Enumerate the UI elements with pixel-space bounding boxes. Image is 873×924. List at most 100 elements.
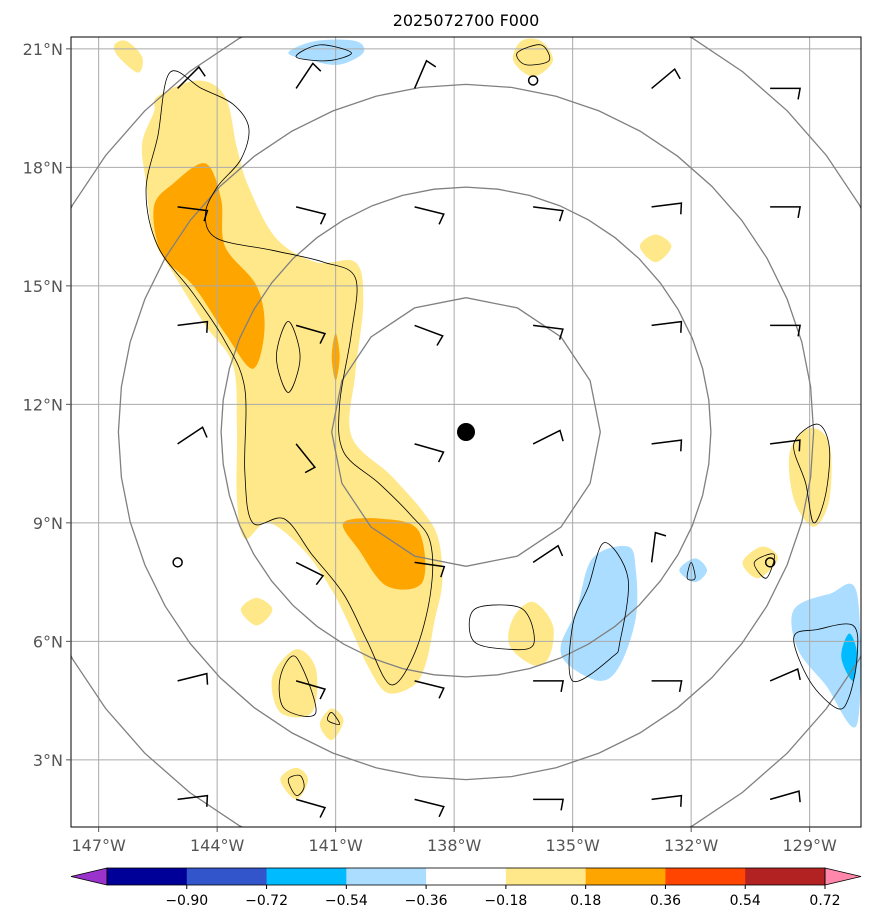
zero-contour xyxy=(793,623,859,710)
wind-barb xyxy=(770,87,801,100)
zero-contour xyxy=(468,604,535,651)
wind-barb xyxy=(414,206,445,225)
wind-barb xyxy=(533,206,564,222)
x-tick-label: 144°W xyxy=(190,836,245,855)
wind-barb xyxy=(414,680,445,699)
wind-barb xyxy=(295,680,327,700)
wind-barb xyxy=(177,794,209,807)
wind-barb xyxy=(177,426,208,445)
x-tick-label: 135°W xyxy=(545,836,600,855)
colorbar-tick-label: −0.72 xyxy=(245,893,288,909)
storm-center xyxy=(457,423,475,441)
storm-center-dot xyxy=(457,423,475,441)
wind-barb xyxy=(295,206,327,225)
colorbar-under-arrow xyxy=(70,867,108,886)
colorbar-segment xyxy=(266,868,347,885)
wind-barb xyxy=(177,65,206,89)
zero-contour xyxy=(145,70,434,686)
range-ring xyxy=(220,186,712,678)
colorbar-segment xyxy=(505,868,587,885)
wind-barb xyxy=(651,680,683,693)
colorbar-frame xyxy=(106,867,826,886)
zero-contours xyxy=(145,44,859,796)
calm-wind-marker xyxy=(764,557,776,568)
range-rings xyxy=(71,37,861,827)
colorbar-segment xyxy=(186,868,268,885)
shaded-region xyxy=(342,518,426,590)
wind-barb xyxy=(650,531,667,563)
colorbar-segment xyxy=(107,868,188,885)
plot-frame xyxy=(70,36,862,828)
wind-barb xyxy=(532,544,564,564)
zero-contour xyxy=(275,320,301,393)
colorbar-over-arrow xyxy=(824,867,862,886)
wind-barb xyxy=(651,202,683,215)
colorbar-segment xyxy=(745,868,826,885)
wind-barb xyxy=(295,324,327,344)
wind-barb xyxy=(177,206,209,222)
colorbar-tick-label: −0.36 xyxy=(405,893,448,909)
x-tick-label: 141°W xyxy=(308,836,363,855)
shaded-region xyxy=(639,234,672,263)
shaded-region xyxy=(560,545,638,681)
colorbar-tick-label: 0.18 xyxy=(570,893,601,909)
wind-barb xyxy=(414,561,446,578)
zero-contour xyxy=(278,655,317,717)
shaded-region xyxy=(319,708,344,741)
zero-contour xyxy=(793,423,831,524)
zero-contour xyxy=(287,774,305,796)
shaded-region xyxy=(280,767,308,800)
colorbar-segment xyxy=(426,868,507,885)
wind-barbs xyxy=(172,59,801,818)
wind-barb xyxy=(414,443,445,463)
shaded-region xyxy=(791,583,861,728)
shaded-region xyxy=(240,597,273,626)
zero-contour xyxy=(568,542,629,683)
range-ring xyxy=(331,297,601,567)
y-axis-ticks: 3°N 6°N 9°N 12°N 15°N 18°N 21°N xyxy=(23,40,71,770)
y-tick-label: 6°N xyxy=(33,632,63,651)
colorbar-tick-label: 0.54 xyxy=(730,893,761,909)
calm-wind-marker xyxy=(527,75,539,86)
x-tick-label: 132°W xyxy=(664,836,719,855)
wind-barb xyxy=(177,672,209,685)
zero-contour xyxy=(686,561,696,581)
wind-barb xyxy=(769,790,801,803)
colorbar-tick-label: 0.36 xyxy=(650,893,681,909)
wind-barb xyxy=(295,62,322,89)
wind-barb xyxy=(295,443,317,474)
wind-barb xyxy=(770,324,801,337)
colorbar-segment xyxy=(665,868,746,885)
calm-wind-marker xyxy=(172,557,183,568)
shaded-region xyxy=(679,558,707,583)
colorbar-segment xyxy=(346,868,427,885)
shaded-region xyxy=(153,163,265,369)
colorbar-tick-label: −0.18 xyxy=(484,893,527,909)
wind-barb xyxy=(770,439,801,452)
y-tick-label: 18°N xyxy=(23,158,63,177)
zero-contour xyxy=(327,712,341,725)
y-tick-label: 3°N xyxy=(33,751,63,770)
y-tick-label: 9°N xyxy=(33,514,63,533)
shaded-region xyxy=(288,39,365,65)
colorbar: −0.90 −0.72 −0.54 −0.36 −0.18 0.18 0.36 0.54 0.7… xyxy=(70,867,862,909)
wind-barb xyxy=(651,67,681,89)
wind-barb xyxy=(533,680,564,693)
colorbar-tick-label: −0.90 xyxy=(165,893,208,909)
zero-contour xyxy=(295,44,352,62)
y-tick-label: 15°N xyxy=(23,277,63,296)
wind-barb xyxy=(414,324,444,346)
wind-barb xyxy=(651,439,683,452)
x-tick-label: 138°W xyxy=(427,836,482,855)
wind-barb xyxy=(651,794,683,807)
y-tick-label: 12°N xyxy=(23,395,63,414)
x-tick-label: 129°W xyxy=(782,836,837,855)
colorbar-tick-label: −0.54 xyxy=(325,893,368,909)
wind-barb xyxy=(770,206,801,219)
shaded-region xyxy=(512,38,554,77)
colorbar-tick-label: 0.72 xyxy=(809,893,840,909)
wind-barb xyxy=(414,798,445,818)
wind-barb xyxy=(533,324,564,340)
zero-contour xyxy=(516,44,551,66)
